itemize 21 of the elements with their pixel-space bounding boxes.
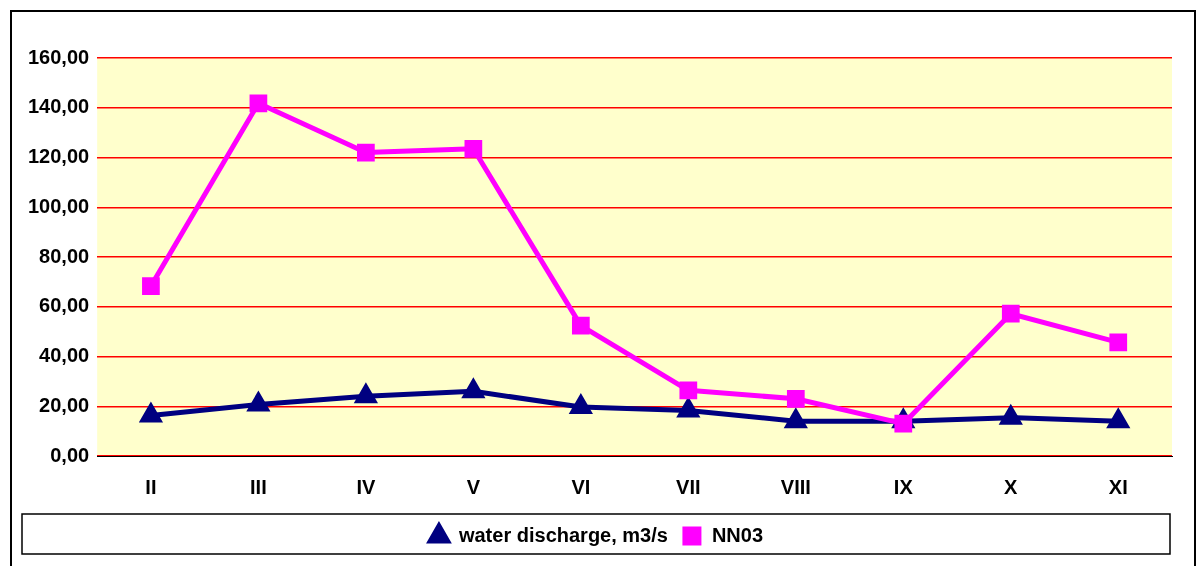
y-tick-label: 0,00 bbox=[50, 443, 90, 466]
x-tick-label: VI bbox=[571, 475, 591, 498]
x-tick-label: XI bbox=[1108, 475, 1128, 498]
y-tick-label: 120,00 bbox=[28, 145, 90, 168]
x-tick-label: VIII bbox=[780, 475, 811, 498]
y-tick-label: 140,00 bbox=[28, 95, 90, 118]
legend-label: water discharge, m3/s bbox=[457, 523, 668, 546]
y-tick-label: 160,00 bbox=[28, 45, 90, 68]
x-tick-label: IX bbox=[893, 475, 914, 498]
x-tick-label: VII bbox=[676, 475, 701, 498]
y-tick-label: 80,00 bbox=[39, 244, 90, 267]
x-tick-label: X bbox=[1004, 475, 1019, 498]
y-tick-label: 40,00 bbox=[39, 344, 90, 367]
legend-label: NN03 bbox=[711, 523, 764, 546]
x-tick-label: II bbox=[145, 475, 157, 498]
y-tick-label: 60,00 bbox=[39, 294, 90, 317]
x-tick-label: III bbox=[250, 475, 267, 498]
x-tick-label: V bbox=[466, 475, 481, 498]
y-tick-label: 100,00 bbox=[28, 194, 90, 217]
y-tick-label: 20,00 bbox=[39, 393, 90, 416]
x-tick-label: IV bbox=[356, 475, 376, 498]
